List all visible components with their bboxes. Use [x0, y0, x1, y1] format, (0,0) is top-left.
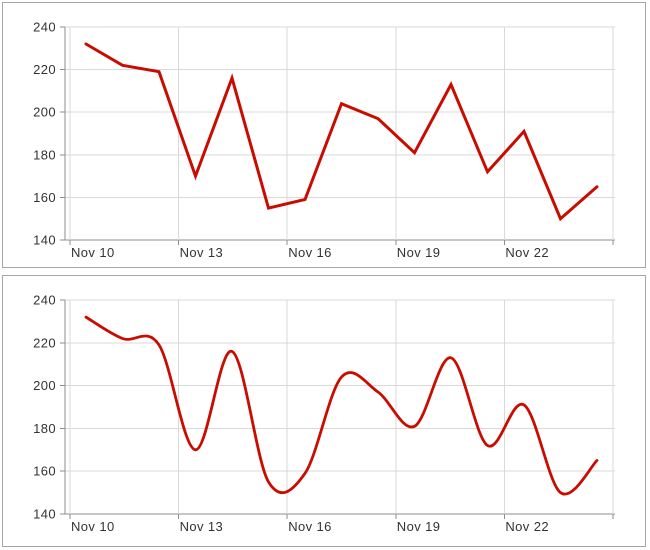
curved-series-line — [84, 315, 599, 496]
y-axis-label: 140 — [33, 507, 56, 522]
x-axis-label: Nov 19 — [397, 519, 441, 534]
curved-line-chart[interactable]: 240 220 200 180 160 140 Nov 10 Nov 13 Nov 16 Nov … — [3, 276, 645, 546]
x-axis-label: Nov 22 — [505, 245, 549, 260]
curved-line-chart-panel: 240 220 200 180 160 140 Nov 10 Nov 13 Nov 16 Nov … — [2, 275, 646, 547]
x-axis-label: Nov 13 — [180, 245, 224, 260]
y-axis-label: 160 — [33, 190, 56, 205]
x-axis-label: Nov 13 — [180, 519, 224, 534]
y-axis-label: 200 — [33, 378, 56, 393]
y-axis-label: 200 — [33, 105, 56, 120]
x-axis-label: Nov 10 — [71, 519, 115, 534]
y-axis-label: 180 — [33, 147, 56, 162]
y-axis-label: 240 — [33, 293, 56, 308]
x-axis-label: Nov 16 — [288, 519, 332, 534]
x-axis-label: Nov 10 — [71, 245, 115, 260]
x-axis-label: Nov 19 — [397, 245, 441, 260]
x-axis-label: Nov 16 — [288, 245, 332, 260]
y-axis-label: 160 — [33, 464, 56, 479]
y-axis-label: 220 — [33, 335, 56, 350]
y-axis-label: 220 — [33, 62, 56, 77]
y-axis-label: 240 — [33, 20, 56, 35]
y-axis-label: 180 — [33, 421, 56, 436]
x-axis-label: Nov 22 — [505, 519, 549, 534]
y-axis-label: 140 — [33, 233, 56, 248]
line-chart-panel: 240 220 200 180 160 140 Nov 10 Nov 13 Nov 16 Nov … — [2, 2, 646, 268]
line-chart[interactable]: 240 220 200 180 160 140 Nov 10 Nov 13 Nov 16 Nov … — [3, 3, 645, 267]
series-line — [84, 42, 599, 222]
